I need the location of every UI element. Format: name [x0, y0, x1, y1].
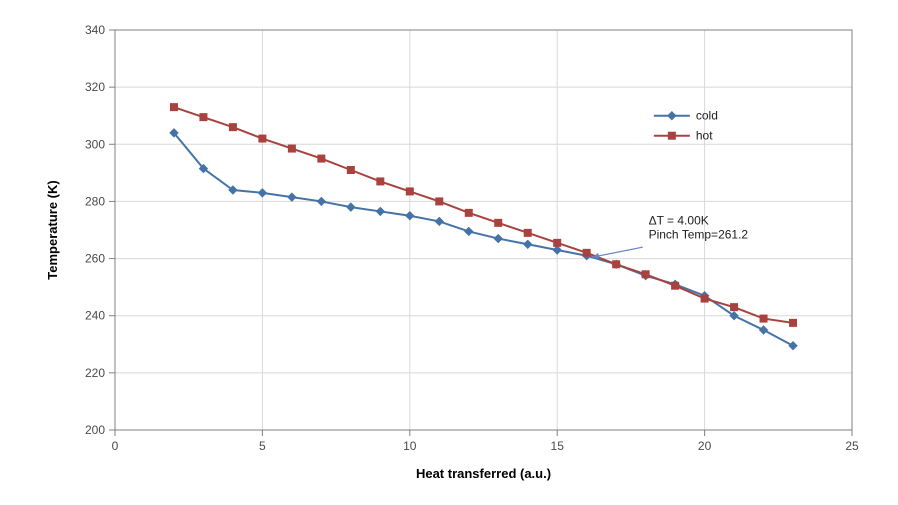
x-tick-label: 25	[845, 439, 859, 453]
y-tick-label: 280	[85, 194, 105, 208]
x-axis-label: Heat transferred (a.u.)	[416, 466, 551, 481]
annotation-line: ΔT = 4.00K	[649, 213, 709, 227]
y-tick-label: 260	[85, 252, 105, 266]
legend-label: hot	[696, 129, 713, 143]
x-tick-label: 15	[551, 439, 565, 453]
x-tick-label: 20	[698, 439, 712, 453]
y-tick-label: 240	[85, 309, 105, 323]
y-tick-label: 200	[85, 423, 105, 437]
y-axis-label: Temperature (K)	[45, 180, 60, 279]
y-tick-label: 320	[85, 80, 105, 94]
x-tick-label: 10	[403, 439, 417, 453]
y-tick-label: 300	[85, 137, 105, 151]
temperature-heat-chart: 0 5 10 15 20 25 200 220 240 260 280 300 320 340 Heat t…	[0, 0, 898, 505]
legend-label: cold	[696, 109, 718, 123]
x-tick-label: 5	[259, 439, 266, 453]
y-tick-label: 340	[85, 23, 105, 37]
x-tick-label: 0	[112, 439, 119, 453]
y-tick-label: 220	[85, 366, 105, 380]
annotation-line: Pinch Temp=261.2	[649, 227, 749, 241]
chart-container: 0 5 10 15 20 25 200 220 240 260 280 300 320 340 Heat t…	[0, 0, 898, 505]
